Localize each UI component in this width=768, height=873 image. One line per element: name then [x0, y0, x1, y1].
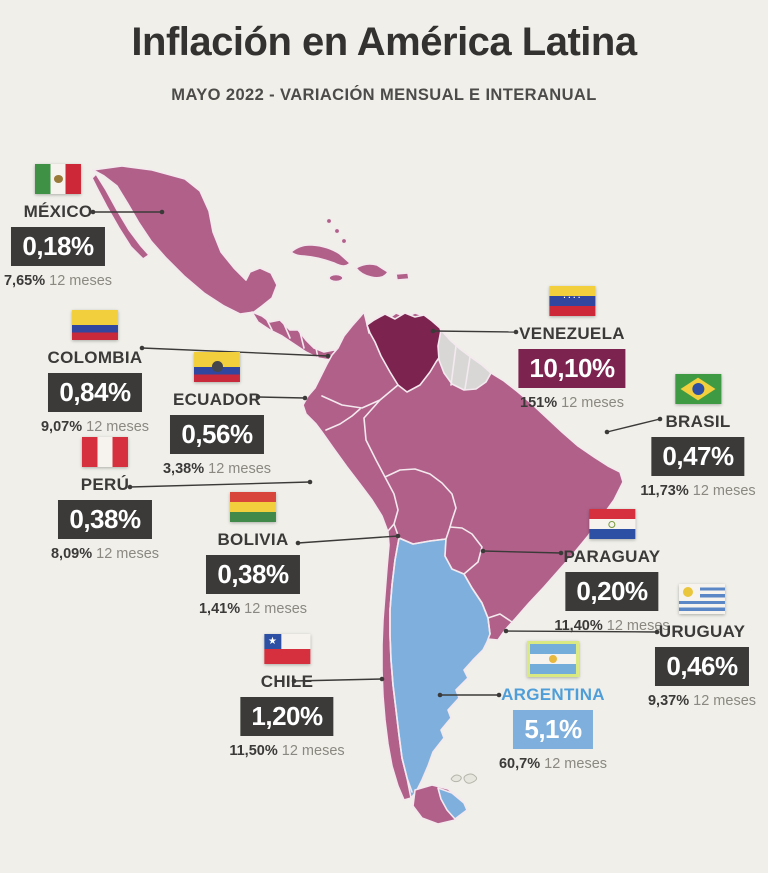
map-central-america-borders	[265, 317, 319, 359]
map-country-borders	[321, 384, 513, 793]
yoy-inflation: 60,7% 12 meses	[499, 756, 607, 772]
map-falklands	[450, 773, 478, 784]
yoy-inflation: 9,07% 12 meses	[41, 419, 149, 435]
country-colombia: COLOMBIA 0,84% 9,07% 12 meses	[41, 310, 149, 435]
map-hispaniola	[355, 263, 389, 279]
map-jamaica	[328, 273, 344, 283]
country-label: COLOMBIA	[47, 348, 143, 367]
map-puerto-rico	[395, 272, 410, 281]
bolivia-flag-icon	[230, 492, 276, 522]
yoy-value: 3,38%	[162, 461, 205, 477]
yoy-value: 9,37%	[647, 693, 690, 709]
map-guyanas	[437, 329, 492, 391]
uruguay-flag-icon	[679, 584, 725, 614]
map-mexico	[92, 165, 278, 315]
page-subtitle: MAYO 2022 - VARIACIÓN MENSUAL E INTERANU…	[171, 86, 597, 104]
monthly-inflation-value: 0,20%	[565, 572, 659, 611]
yoy-suffix: 12 meses	[86, 419, 150, 435]
monthly-inflation-value: 0,18%	[11, 227, 105, 266]
country-label: MÉXICO	[23, 202, 93, 221]
ecuador-flag-icon	[194, 352, 240, 382]
yoy-inflation: 1,41% 12 meses	[199, 601, 307, 617]
yoy-suffix: 12 meses	[96, 546, 160, 562]
venezuela-flag-icon	[549, 286, 595, 316]
yoy-inflation: 9,37% 12 meses	[648, 693, 756, 709]
yoy-inflation: 11,50% 12 meses	[229, 743, 344, 759]
monthly-inflation-value: 10,10%	[518, 349, 626, 388]
map-paraguay	[444, 526, 483, 575]
argentina-flag-icon	[527, 641, 579, 677]
yoy-value: 11,73%	[640, 483, 689, 499]
yoy-value: 7,65%	[3, 273, 46, 289]
monthly-inflation-value: 0,47%	[651, 437, 745, 476]
yoy-suffix: 12 meses	[561, 395, 624, 411]
mexico-flag-icon	[35, 164, 81, 194]
yoy-value: 60,7%	[498, 756, 541, 772]
monthly-inflation-value: 0,46%	[655, 647, 749, 686]
yoy-value: 11,40%	[554, 618, 603, 634]
map-cuba	[290, 244, 351, 267]
yoy-inflation: 11,40% 12 meses	[554, 618, 669, 634]
monthly-inflation-value: 0,84%	[48, 373, 142, 412]
country-chile: CHILE 1,20% 11,50% 12 meses	[229, 634, 345, 759]
country-label: PERÚ	[80, 475, 130, 494]
country-mexico: MÉXICO 0,18% 7,65% 12 meses	[4, 164, 112, 289]
country-label: BOLIVIA	[217, 530, 289, 549]
yoy-value: 8,09%	[50, 546, 93, 562]
map-baja-california	[91, 173, 150, 260]
chile-flag-icon	[263, 634, 310, 664]
country-uruguay: URUGUAY 0,46% 9,37% 12 meses	[648, 584, 756, 709]
peru-flag-icon	[82, 437, 128, 467]
yoy-value: 9,07%	[40, 419, 83, 435]
yoy-suffix: 12 meses	[208, 461, 272, 477]
country-label: URUGUAY	[658, 622, 746, 641]
country-bolivia: BOLIVIA 0,38% 1,41% 12 meses	[199, 492, 307, 617]
paraguay-flag-icon	[588, 509, 635, 539]
yoy-value: 151%	[520, 395, 558, 411]
yoy-suffix: 12 meses	[693, 693, 757, 709]
country-ecuador: ECUADOR 0,56% 3,38% 12 meses	[163, 352, 271, 477]
country-venezuela: VENEZUELA 10,10% 151% 12 meses	[518, 286, 626, 411]
country-peru: PERÚ 0,38% 8,09% 12 meses	[51, 437, 159, 562]
yoy-inflation: 3,38% 12 meses	[163, 461, 271, 477]
country-label: VENEZUELA	[519, 324, 625, 343]
country-label: CHILE	[260, 672, 314, 691]
yoy-value: 11,50%	[229, 743, 278, 759]
yoy-inflation: 11,73% 12 meses	[640, 483, 755, 499]
map-guyanas-borders	[450, 345, 471, 390]
country-label: BRASIL	[665, 412, 731, 431]
country-label: ARGENTINA	[501, 685, 605, 704]
monthly-inflation-value: 5,1%	[513, 710, 593, 749]
country-argentina: ARGENTINA 5,1% 60,7% 12 meses	[499, 641, 607, 772]
country-label: PARAGUAY	[563, 547, 661, 566]
map-bahamas	[326, 218, 347, 244]
country-label: ECUADOR	[172, 390, 262, 409]
monthly-inflation-value: 0,38%	[58, 500, 152, 539]
monthly-inflation-value: 1,20%	[240, 697, 334, 736]
colombia-flag-icon	[72, 310, 118, 340]
yoy-suffix: 12 meses	[244, 601, 308, 617]
map-tierra-del-fuego-argentina	[437, 787, 468, 820]
monthly-inflation-value: 0,56%	[170, 415, 264, 454]
connector-dots	[90, 209, 663, 698]
map-venezuela	[366, 312, 445, 393]
yoy-suffix: 12 meses	[606, 618, 670, 634]
yoy-inflation: 151% 12 meses	[520, 395, 624, 411]
monthly-inflation-value: 0,38%	[206, 555, 300, 594]
yoy-suffix: 12 meses	[544, 756, 608, 772]
yoy-suffix: 12 meses	[49, 273, 113, 289]
yoy-inflation: 8,09% 12 meses	[51, 546, 159, 562]
yoy-value: 1,41%	[198, 601, 241, 617]
yoy-suffix: 12 meses	[281, 743, 345, 759]
country-brasil: BRASIL 0,47% 11,73% 12 meses	[640, 374, 756, 499]
brazil-flag-icon	[674, 374, 721, 404]
yoy-inflation: 7,65% 12 meses	[4, 273, 112, 289]
country-paraguay: PARAGUAY 0,20% 11,40% 12 meses	[554, 509, 670, 634]
yoy-suffix: 12 meses	[692, 483, 756, 499]
page-title: Inflación en América Latina	[131, 20, 637, 64]
